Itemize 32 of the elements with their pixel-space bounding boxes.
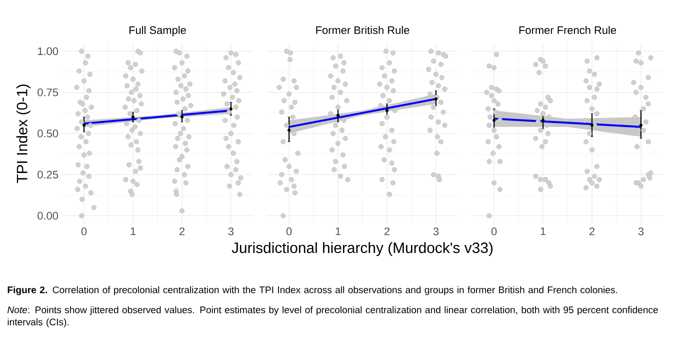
point xyxy=(434,97,438,101)
x-tick-label: 3 xyxy=(433,228,439,236)
x-axis-title: Jurisdictional hierarchy (Murdock's v33) xyxy=(232,242,493,256)
point xyxy=(82,124,86,127)
point xyxy=(131,115,135,119)
chart-title: Former British Rule xyxy=(316,26,410,34)
y-tick-label: 0.25 xyxy=(38,170,58,179)
text: Note: Points show jittered observed values. Point estimates by level of precolonial centralization and linear correlation, both with 95 percent confidence intervals (CIs). xyxy=(7,306,658,328)
y-tick-label: 0.00 xyxy=(38,212,58,220)
text: Figure 2. Correlation of precolonial centralization with the TPI Index across all observations and groups in former British and French colonies. xyxy=(8,286,618,296)
x-tick-label: 1 xyxy=(336,228,341,236)
y-tick-label: 1.00 xyxy=(38,47,58,56)
y-axis-title: TPI Index (0-1) xyxy=(16,84,30,183)
x-tick-label: 0 xyxy=(81,228,87,236)
point xyxy=(229,107,233,110)
x-tick-label: 2 xyxy=(179,228,184,236)
point xyxy=(336,114,340,117)
point xyxy=(385,108,389,112)
x-tick-label: 3 xyxy=(228,228,234,236)
x-tick-label: 2 xyxy=(589,228,594,236)
chart-title: Full Sample xyxy=(129,26,186,36)
x-tick-label: 0 xyxy=(286,228,292,236)
point xyxy=(287,128,291,132)
x-tick-label: 0 xyxy=(491,228,497,236)
point xyxy=(180,115,184,119)
y-tick-label: 0.50 xyxy=(38,130,58,138)
y-tick-label: 0.75 xyxy=(38,88,58,96)
x-tick-label: 3 xyxy=(638,228,644,236)
x-tick-label: 1 xyxy=(130,228,136,236)
chart-title: Former French Rule xyxy=(519,26,616,34)
x-tick-label: 1 xyxy=(540,228,546,236)
x-tick-label: 2 xyxy=(384,228,390,236)
